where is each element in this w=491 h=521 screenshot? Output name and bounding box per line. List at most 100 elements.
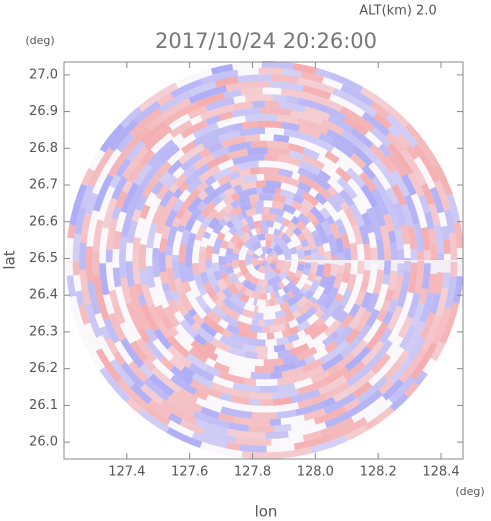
- radar-cell: [280, 182, 299, 194]
- radar-cell: [203, 281, 212, 290]
- radar-cell: [407, 262, 418, 294]
- radar-cell: [256, 173, 265, 181]
- radar-cell: [140, 120, 168, 145]
- radar-cell: [301, 358, 324, 373]
- radar-cell: [297, 261, 305, 265]
- radar-cell: [256, 233, 266, 242]
- radar-cell: [212, 243, 221, 255]
- radar-cell: [278, 101, 306, 113]
- radar-cell: [206, 309, 222, 325]
- radar-cell: [350, 261, 358, 275]
- radar-cell: [278, 257, 285, 260]
- radar-cell: [146, 222, 158, 249]
- radar-cell: [419, 312, 436, 340]
- radar-cell: [365, 308, 380, 328]
- radar-cell: [287, 325, 300, 336]
- radar-cell: [272, 194, 287, 204]
- radar-cell: [427, 273, 437, 294]
- x-axis-label: lon: [255, 503, 278, 521]
- radar-cell: [311, 252, 319, 260]
- radar-cell: [152, 260, 161, 278]
- radar-cell: [239, 293, 250, 303]
- radar-cell: [405, 144, 420, 161]
- radar-cell: [293, 377, 313, 390]
- radar-cell: [155, 216, 168, 234]
- radar-cell: [201, 293, 210, 301]
- radar-cell: [188, 346, 209, 364]
- x-tick-label: 127.6: [171, 465, 208, 480]
- radar-cell: [373, 112, 393, 130]
- radar-cell: [317, 254, 325, 260]
- radar-cell: [385, 113, 419, 148]
- radar-cell: [297, 378, 327, 396]
- radar-cell: [298, 205, 311, 217]
- radar-cell: [324, 250, 332, 260]
- radar-cell: [374, 283, 389, 312]
- radar-cell: [314, 201, 325, 212]
- radar-cell: [419, 291, 435, 323]
- radar-cell: [81, 168, 95, 187]
- radar-cell: [345, 167, 366, 189]
- radar-cell: [138, 149, 156, 168]
- radar-cell: [352, 369, 376, 391]
- radar-cell: [370, 263, 378, 275]
- radar-cell: [228, 294, 239, 304]
- radar-cell: [343, 247, 352, 259]
- radar-cell: [273, 134, 290, 143]
- radar-cell: [265, 253, 269, 260]
- radar-cell: [165, 267, 175, 285]
- radar-cell: [288, 143, 305, 154]
- radar-cell: [118, 301, 129, 313]
- radar-cell: [238, 260, 249, 276]
- radar-cell: [309, 435, 347, 454]
- radar-cell: [297, 97, 330, 114]
- radar-cell: [252, 270, 265, 280]
- radar-cell: [225, 212, 234, 221]
- radar-cell: [233, 220, 245, 231]
- radar-cell: [105, 262, 116, 292]
- radar-cell: [297, 174, 316, 188]
- radar-cell: [159, 189, 174, 208]
- radar-cell: [171, 198, 184, 213]
- radar-cell: [299, 273, 309, 283]
- radar-cell: [213, 200, 227, 213]
- radar-cell: [271, 435, 305, 446]
- radar-cell: [273, 396, 292, 406]
- radar-cell: [173, 230, 184, 247]
- radar-cell: [284, 275, 292, 282]
- radar-cell: [245, 94, 273, 102]
- radar-cell: [195, 326, 215, 344]
- radar-cell: [359, 281, 369, 293]
- radar-cell: [265, 260, 271, 267]
- radar-cell: [413, 156, 428, 174]
- radar-cell: [128, 220, 138, 232]
- radar-cell: [337, 281, 348, 296]
- radar-cell: [142, 357, 156, 372]
- x-tick-label: 127.8: [234, 465, 271, 480]
- radar-cell: [404, 122, 420, 139]
- radar-cell: [166, 159, 183, 176]
- radar-cell: [235, 238, 245, 248]
- radar-cell: [435, 287, 449, 317]
- radar-cell: [257, 352, 268, 360]
- radar-cell: [202, 428, 236, 444]
- radar-cell: [193, 333, 208, 347]
- radar-cell: [328, 275, 336, 282]
- radar-cell: [301, 299, 315, 313]
- radar-cell: [227, 241, 236, 250]
- radar-cell: [384, 288, 395, 302]
- radar-cell: [350, 145, 374, 167]
- radar-cell: [112, 267, 122, 288]
- radar-cell: [239, 127, 265, 137]
- radar-cell: [319, 304, 328, 313]
- radar-cell: [198, 252, 206, 259]
- radar-cell: [359, 86, 390, 111]
- radar-cell: [298, 258, 305, 260]
- radar-cell: [216, 115, 246, 129]
- radar-cell: [141, 181, 156, 198]
- radar-cell: [355, 323, 372, 343]
- radar-cell: [245, 215, 254, 224]
- radar-cell: [453, 221, 464, 249]
- radar-cell: [178, 262, 187, 274]
- radar-cell: [234, 436, 272, 446]
